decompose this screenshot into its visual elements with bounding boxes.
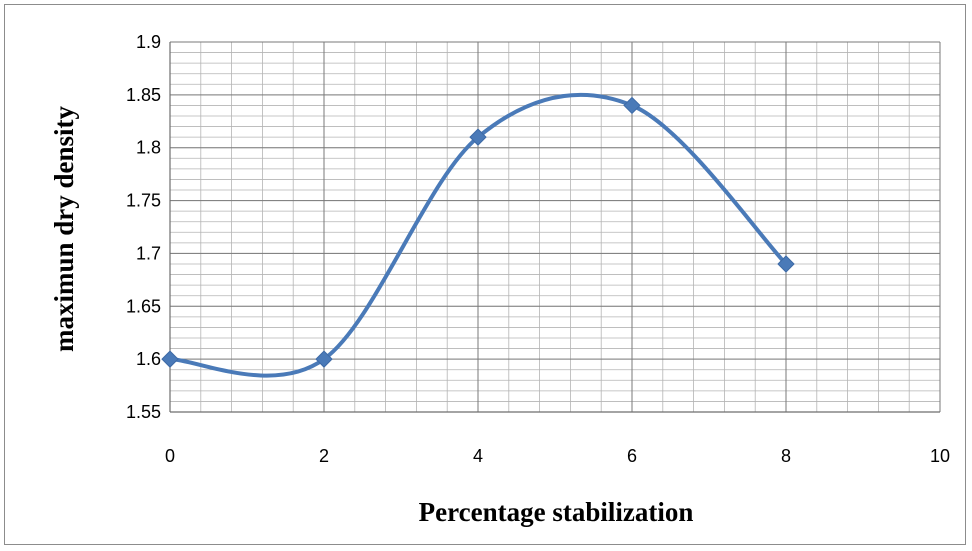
y-axis-title: maximun dry density <box>49 105 79 352</box>
x-tick-label: 2 <box>319 446 329 466</box>
y-tick-label: 1.85 <box>126 85 161 105</box>
x-tick-label: 8 <box>781 446 791 466</box>
data-point-marker <box>469 128 487 146</box>
y-tick-labels: 1.55 1.6 1.65 1.7 1.75 1.8 1.85 1.9 <box>126 32 161 422</box>
y-tick-label: 1.6 <box>136 349 161 369</box>
data-point-marker <box>315 350 333 368</box>
x-axis-title: Percentage stabilization <box>419 497 694 527</box>
x-tick-label: 0 <box>165 446 175 466</box>
data-point-marker <box>777 255 795 273</box>
y-tick-label: 1.7 <box>136 243 161 263</box>
data-point-marker <box>161 350 179 368</box>
x-tick-labels: 0 2 4 6 8 10 <box>165 446 950 466</box>
x-tick-label: 6 <box>627 446 637 466</box>
data-point-marker <box>623 96 641 115</box>
axes <box>169 42 940 413</box>
y-tick-label: 1.75 <box>126 191 161 211</box>
y-tick-label: 1.8 <box>136 138 161 158</box>
data-series <box>161 92 795 378</box>
y-tick-label: 1.65 <box>126 296 161 316</box>
x-tick-label: 4 <box>473 446 483 466</box>
x-tick-label: 10 <box>930 446 950 466</box>
y-tick-label: 1.55 <box>126 402 161 422</box>
y-tick-label: 1.9 <box>136 32 161 52</box>
